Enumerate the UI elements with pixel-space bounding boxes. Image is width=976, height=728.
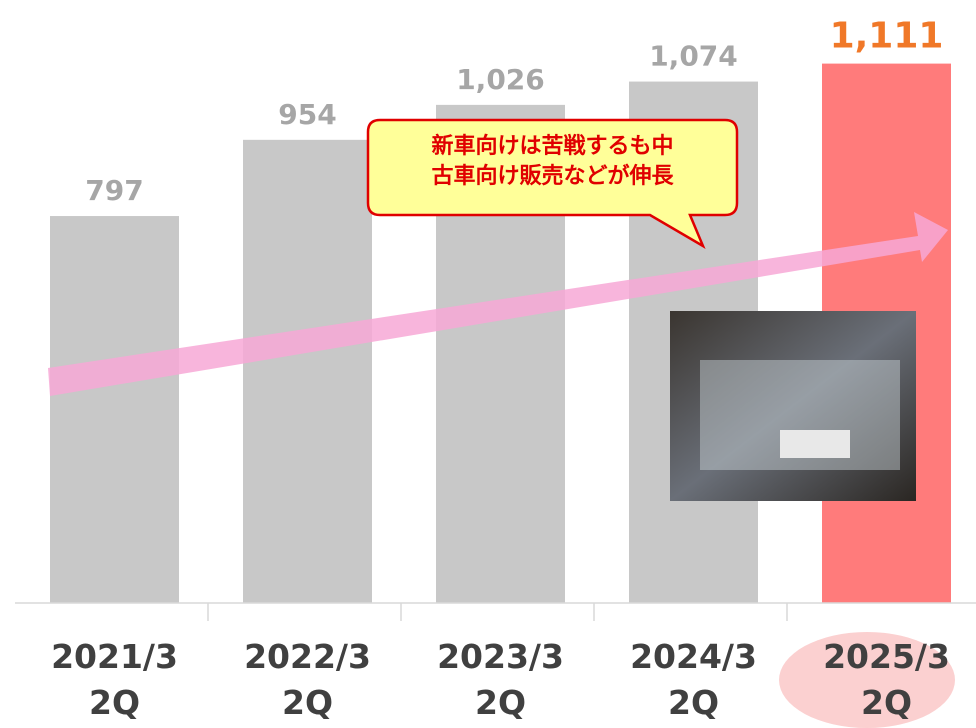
x-tick-label: 2023/3 2Q (437, 637, 564, 722)
annotation: 新車向けは苦戦するも中 古車向け販売などが伸長 (431, 134, 674, 189)
photo (670, 311, 916, 501)
value-label: 954 (278, 98, 336, 131)
bar (50, 216, 179, 603)
value-label: 1,111 (830, 16, 944, 57)
highlight (779, 632, 955, 728)
callout-box (366, 118, 739, 249)
x-tick-label: 2025/3 2Q (823, 637, 950, 722)
value-label: 1,074 (649, 40, 738, 73)
value-label: 797 (85, 174, 143, 207)
growth-arrow (48, 212, 948, 396)
value-label: 1,026 (456, 63, 545, 96)
x-tick-label: 2024/3 2Q (630, 637, 757, 722)
x-tick-label: 2021/3 2Q (51, 637, 178, 722)
x-tick-label: 2022/3 2Q (244, 637, 371, 722)
bar (243, 139, 372, 603)
